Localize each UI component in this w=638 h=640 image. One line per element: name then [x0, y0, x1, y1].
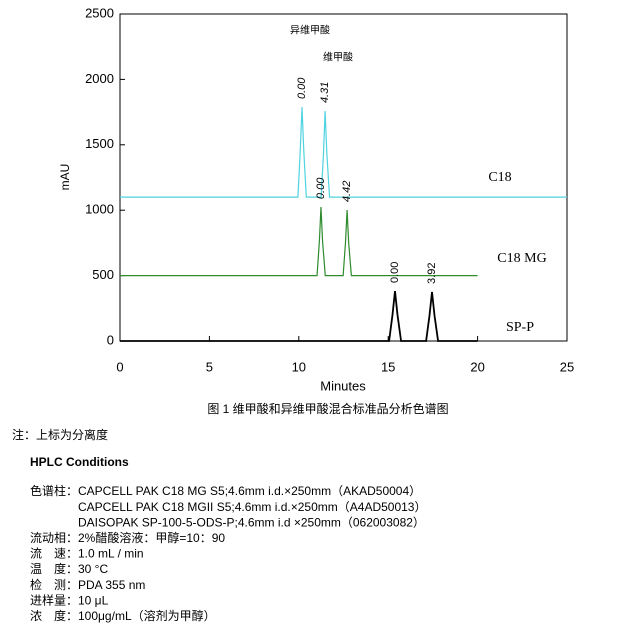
condition-label: 进样量： [30, 592, 78, 607]
y-tick-label: 2000 [85, 71, 114, 86]
trace [120, 290, 478, 342]
note: 注：上标为分离度 [12, 427, 108, 442]
x-tick-label: 0 [116, 359, 123, 374]
condition-value: 10 μL [78, 593, 109, 607]
x-tick-label: 25 [560, 359, 574, 374]
condition-value: 2%醋酸溶液：甲醇=10：90 [78, 530, 225, 545]
peak-label: 4.31 [319, 82, 331, 103]
condition-label: 流动相： [30, 531, 78, 545]
y-tick-label: 0 [107, 332, 114, 347]
heading: HPLC Conditions [30, 455, 129, 469]
condition-value: CAPCELL PAK C18 MG S5;4.6mm i.d.×250mm（A… [78, 484, 421, 498]
x-axis-label: Minutes [320, 378, 366, 393]
x-tick-label: 5 [206, 359, 213, 374]
condition-value: 100μg/mL（溶剂为甲醇） [78, 608, 216, 623]
condition-label: 温 度： [30, 561, 78, 576]
peak-label: 0.00 [296, 77, 308, 99]
condition-value: PDA 355 nm [78, 578, 145, 592]
series-label: C18 [488, 170, 511, 185]
y-tick-label: 1000 [85, 202, 114, 217]
y-axis-label: mAU [58, 164, 72, 191]
trace [120, 106, 567, 198]
condition-value: 30 °C [78, 562, 108, 576]
series-label: C18 MG [497, 251, 546, 266]
conditions: 色谱柱： CAPCELL PAK C18 MG S5;4.6mm i.d.×250… [30, 483, 426, 623]
x-tick-label: 20 [470, 359, 484, 374]
y-tick-label: 1500 [85, 136, 114, 151]
condition-label: 色谱柱： [30, 483, 78, 498]
x-tick-label: 15 [381, 359, 395, 374]
peak-label: 0.00 [315, 177, 327, 199]
trace [120, 207, 478, 277]
y-tick-label: 500 [92, 267, 114, 282]
condition-value: CAPCELL PAK C18 MGII S5;4.6mm i.d.×250mm… [78, 500, 426, 514]
condition-label: 流 速： [30, 547, 78, 561]
condition-value: DAISOPAK SP-100-5-ODS-P;4.6mm i.d ×250mm… [78, 515, 425, 529]
condition-value: 1.0 mL / min [78, 547, 144, 561]
peak-label: 0.00 [389, 262, 401, 283]
condition-label: 浓 度： [30, 608, 78, 623]
x-tick-label: 10 [292, 359, 306, 374]
series-label: SP-P [506, 320, 534, 335]
peak-label: 3.92 [426, 263, 438, 284]
annotation: 维甲酸 [323, 51, 353, 64]
peak-label: 4.42 [341, 181, 353, 202]
condition-label: 检 测： [30, 577, 78, 592]
y-tick-label: 2500 [85, 5, 114, 20]
annotation: 异维甲酸 [290, 24, 330, 37]
caption: 图 1 维甲酸和异维甲酸混合标准品分析色谱图 [207, 401, 448, 416]
